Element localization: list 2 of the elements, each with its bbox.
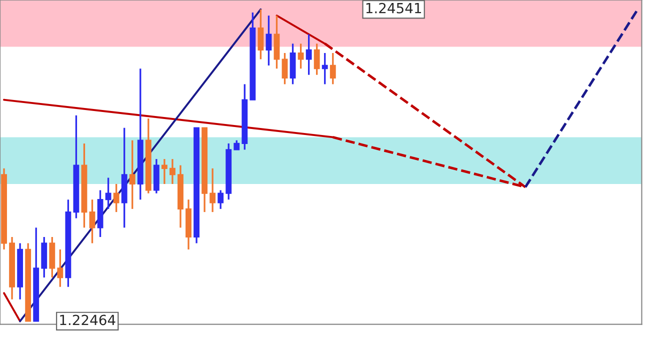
annotation: 1.22464 <box>60 314 116 326</box>
annotation: 1.24541 <box>366 2 422 14</box>
